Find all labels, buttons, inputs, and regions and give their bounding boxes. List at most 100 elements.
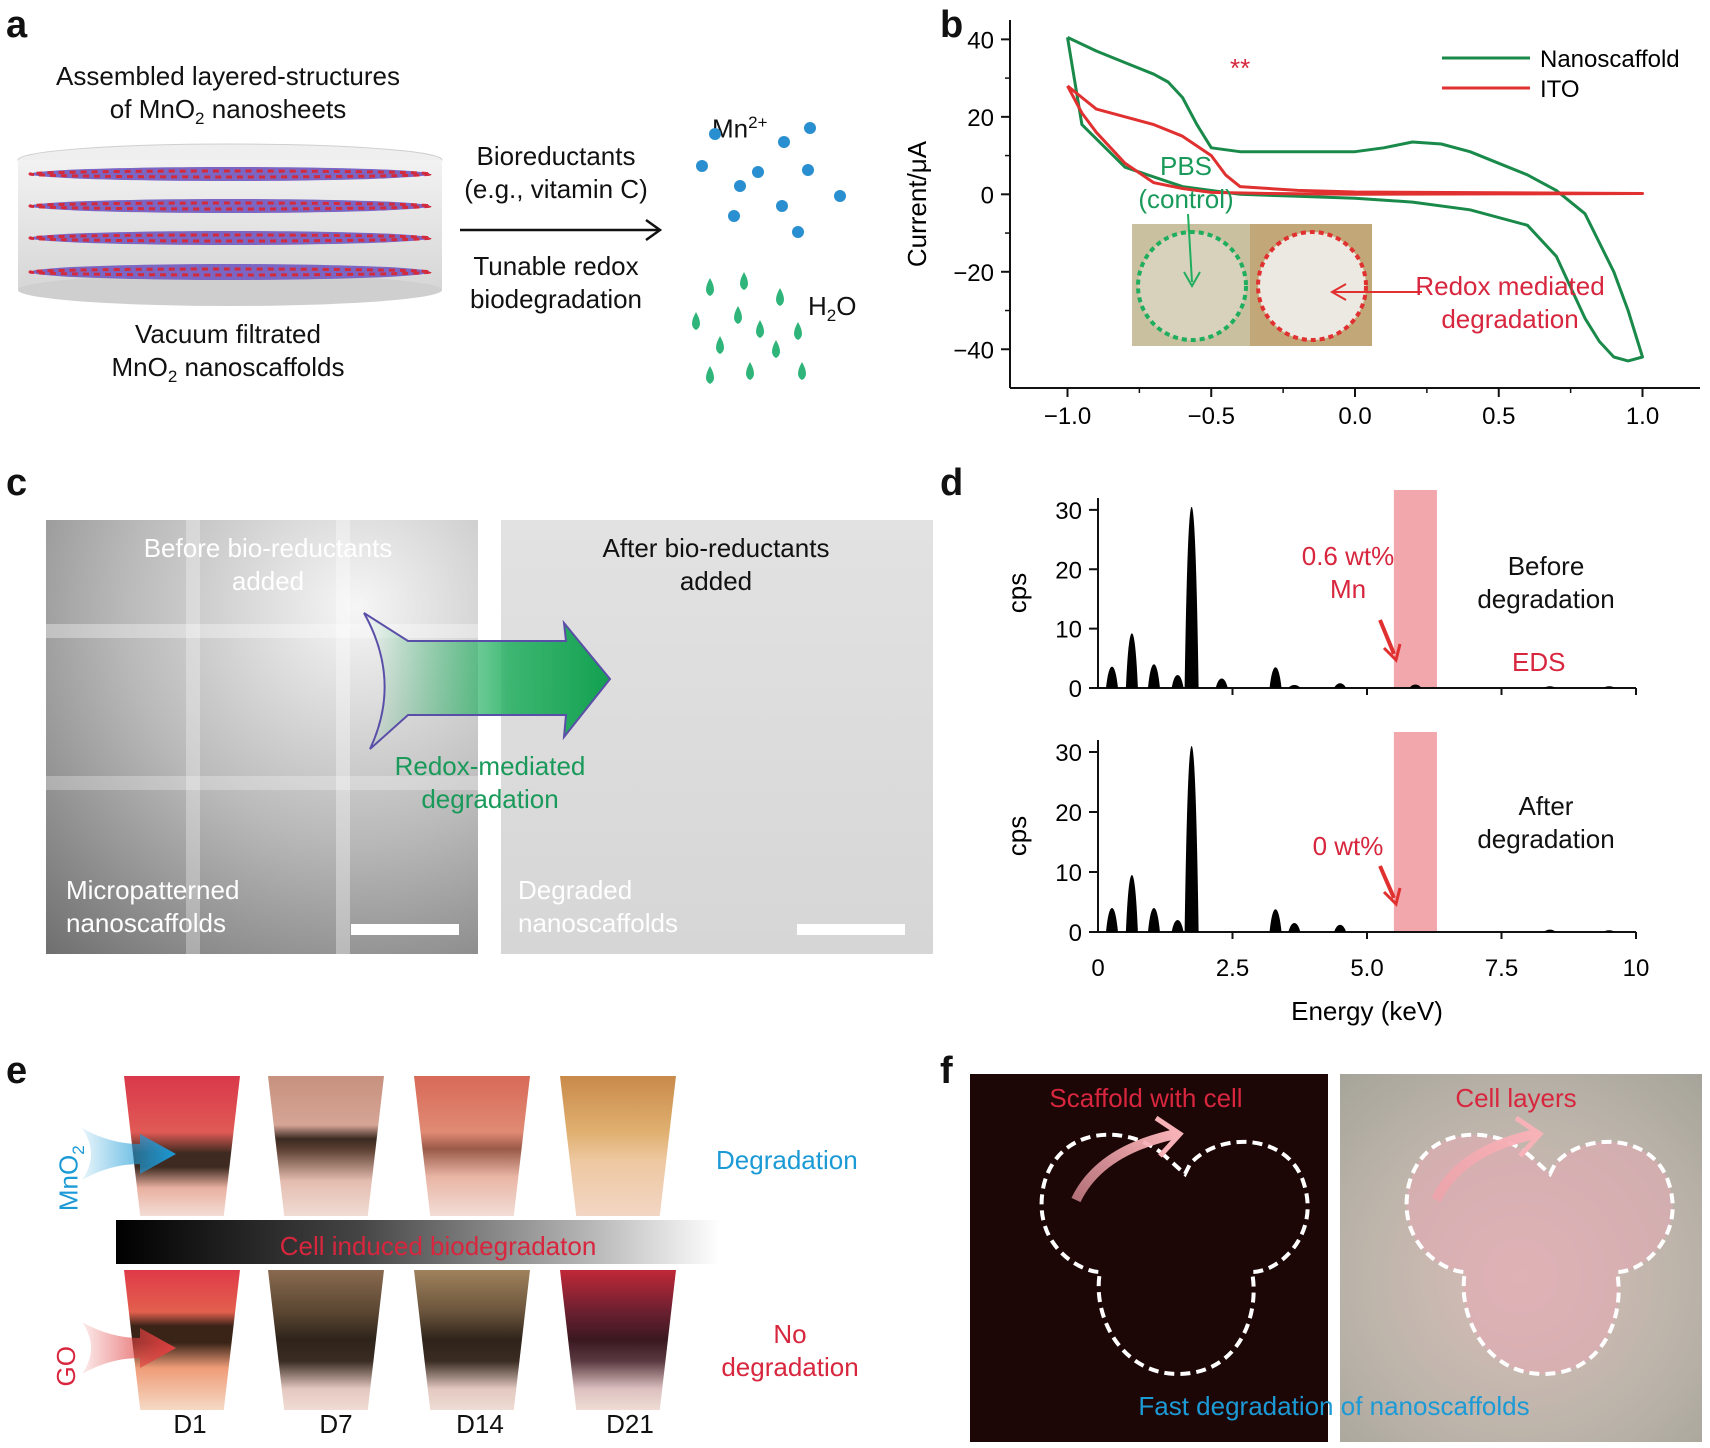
d-peak-bottom	[1171, 920, 1184, 932]
nanosheet-layer-4	[28, 264, 432, 280]
d-peak-top	[1125, 633, 1138, 688]
scaffold-with-cell-label: Scaffold with cell	[1049, 1083, 1243, 1113]
d-y-tick-label-top: 0	[1069, 676, 1082, 703]
day-label-d7: D7	[319, 1409, 353, 1439]
d-peak-bottom	[1288, 923, 1301, 932]
panel-a-title: Assembled layered-structures of MnO2 nan…	[56, 60, 400, 129]
d-peak-top	[1603, 686, 1616, 688]
panel-c-before-label: Before bio-reductants added	[144, 532, 393, 597]
panel-c-redox-label: Redox-mediated degradation	[395, 750, 586, 815]
d-highlight-band-bottom	[1393, 732, 1437, 932]
d-peak-bottom	[1184, 746, 1199, 932]
d-annot-arrowhead-top	[1382, 643, 1402, 663]
b-x-tick-label: −0.5	[1188, 403, 1235, 430]
vial-go-d14	[414, 1270, 530, 1410]
bottom-state-line2: degradation	[1477, 823, 1615, 854]
d-peak-top	[1147, 664, 1160, 688]
degraded-line1: Degraded	[518, 875, 633, 905]
scaffold-with-cell-image	[970, 1074, 1328, 1442]
no-line1: No	[773, 1319, 807, 1349]
d-peak-top	[1543, 686, 1556, 688]
d-annot-arrow-bottom	[1378, 865, 1396, 899]
d-peak-bottom	[1543, 929, 1556, 932]
panel-a-bottom-post: nanoscaffolds	[177, 351, 345, 382]
panel-b-stars: **	[1230, 52, 1250, 85]
b-inset-degraded-circle	[1256, 230, 1368, 342]
b-y-tick-label: −40	[953, 337, 994, 364]
d-peak-top	[1215, 678, 1228, 688]
h2o-sub: 2	[826, 306, 837, 326]
mn-ion-label: Mn2+	[712, 112, 768, 145]
grid-line-v1	[186, 520, 200, 954]
h2o-h: H	[808, 291, 827, 321]
nanosheet-layer-2	[28, 199, 432, 213]
mno2-vertical-sub: 2	[68, 1145, 88, 1155]
b-series-ito	[1066, 84, 1644, 196]
before-micrograph	[46, 520, 478, 954]
c-redox-line2: degradation	[421, 783, 559, 814]
panel-letter-d: d	[940, 462, 964, 504]
panel-a-arrow-top-text: Bioreductants (e.g., vitamin C)	[464, 140, 648, 205]
b-x-tick-label: 0.0	[1338, 403, 1371, 430]
arrow-top-line1: Bioreductants	[476, 141, 636, 171]
grid-line-v2	[336, 520, 350, 954]
d-y-tick-label-bottom: 20	[1055, 800, 1082, 827]
redox-line1: Redox mediated	[1415, 271, 1605, 301]
d-y-tick-label-top: 20	[1055, 557, 1082, 584]
micropatterned-line1: Micropatterned	[66, 875, 240, 905]
degradation-label: Degradation	[716, 1145, 858, 1175]
pink-arrow-left	[1071, 1129, 1178, 1203]
panel-letter-b: b	[940, 4, 964, 46]
trefoil-outline-right	[1404, 1132, 1675, 1377]
d-peak-bottom	[1105, 908, 1118, 932]
b-y-tick-label: 0	[981, 182, 994, 209]
b-y-tick-label: −20	[953, 260, 994, 287]
d-y-axis-label-bottom: cps	[1002, 816, 1032, 856]
pink-arrowhead-right	[1514, 1115, 1544, 1158]
degraded-line2: nanoscaffolds	[518, 907, 678, 938]
b-y-tick-label: 20	[967, 105, 994, 132]
degradation-arrow	[363, 612, 612, 750]
d-peak-bottom	[1147, 908, 1160, 932]
panel-a-title-post: nanosheets	[204, 93, 347, 124]
panel-d-bottom-state: After degradation	[1477, 790, 1614, 855]
panel-d-eds-plot: 30 20 10 0 cps 30 20 10 0 cps 0 2.5 5.0 7.5 10 Energy (…	[1002, 490, 1649, 1026]
panel-a-bottom-line1: Vacuum filtrated	[135, 319, 321, 349]
vial-mno2-d21	[560, 1076, 676, 1216]
d-peak-bottom	[1269, 909, 1282, 932]
d-y-tick-label-bottom: 10	[1055, 860, 1082, 887]
panel-c-after-label: After bio-reductants added	[603, 532, 830, 597]
go-vertical-label: GO	[50, 1346, 81, 1387]
b-legend-label-nanoscaffold: Nanoscaffold	[1540, 46, 1680, 73]
panel-a-title-line1: Assembled layered-structures	[56, 61, 400, 91]
pink-arrowhead-left	[1154, 1115, 1184, 1158]
panel-c-right-bottom-label: Degraded nanoscaffolds	[518, 874, 678, 939]
d-peak-top	[1288, 685, 1301, 688]
b-x-tick-label: 1.0	[1626, 403, 1659, 430]
d-x-tick-label: 0	[1091, 955, 1104, 982]
d-annot-arrowhead-bottom	[1382, 887, 1402, 907]
b-y-tick-label: 40	[967, 27, 994, 54]
b-y-axis-label: Current/μA	[902, 140, 932, 267]
day-label-d1: D1	[173, 1409, 207, 1439]
panel-d-top-annotation: 0.6 wt% Mn	[1302, 540, 1395, 605]
arrow-bottom-line1: Tunable redox	[473, 251, 639, 281]
cell-layers-label: Cell layers	[1455, 1083, 1577, 1113]
d-peak-top	[1269, 667, 1282, 688]
panel-c-left-bottom-label: Micropatterned nanoscaffolds	[66, 874, 239, 939]
grid-line-h2	[46, 776, 478, 790]
grid-line-h1	[46, 624, 478, 638]
b-pbs-pointer-head	[1183, 271, 1201, 289]
top-annot-line1: 0.6 wt%	[1301, 541, 1395, 571]
gradient-bar-label: Cell induced biodegradaton	[279, 1231, 597, 1261]
b-x-tick-label: −1.0	[1044, 403, 1091, 430]
redox-line2: degradation	[1441, 303, 1579, 334]
day-label-d21: D21	[606, 1409, 654, 1439]
day-label-d14: D14	[456, 1409, 504, 1439]
vial-mno2-d7	[268, 1076, 384, 1216]
panel-a-title-mno2: of MnO	[109, 93, 196, 124]
mno2-vertical-label: MnO2	[53, 1145, 89, 1211]
panel-letter-a: a	[6, 4, 28, 46]
reaction-arrow	[460, 218, 663, 242]
b-redox-pointer-head	[1329, 283, 1347, 301]
